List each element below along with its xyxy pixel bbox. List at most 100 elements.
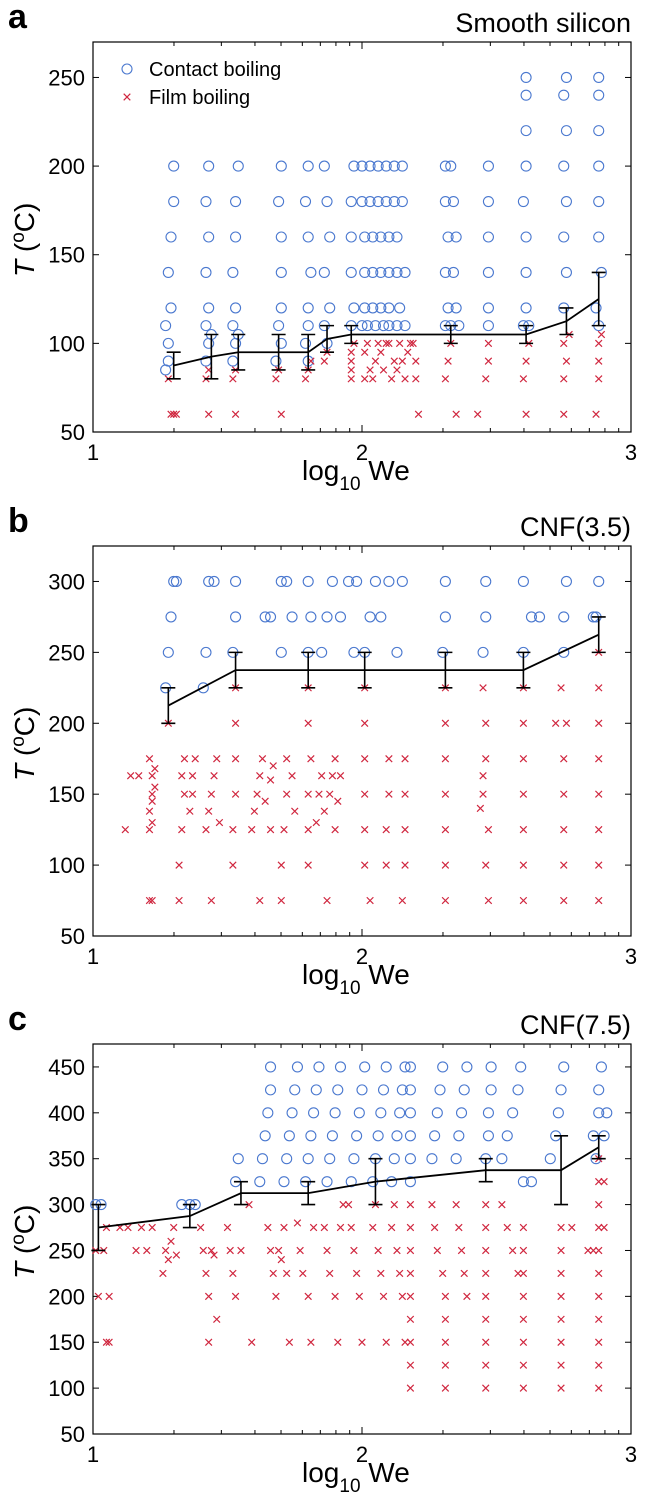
contact-boiling-point <box>264 1084 277 1096</box>
film-boiling-point <box>274 1246 283 1255</box>
contact-boiling-point <box>593 575 605 588</box>
film-boiling-point <box>250 807 259 815</box>
error-bar <box>301 333 316 371</box>
contact-boiling-point <box>359 302 371 314</box>
film-boiling-point <box>519 1269 528 1278</box>
film-boiling-point <box>247 1338 256 1346</box>
contact-boiling-point <box>396 1084 408 1096</box>
film-boiling-point <box>589 1246 598 1255</box>
contact-boiling-point <box>227 320 239 332</box>
film-boiling-point <box>401 1338 409 1346</box>
contact-boiling-point <box>316 646 328 658</box>
contact-boiling-point <box>439 575 451 588</box>
film-boiling-point <box>307 1338 315 1346</box>
contact-boiling-point <box>377 1084 390 1096</box>
contact-boiling-point <box>450 302 462 314</box>
film-boiling-point <box>288 772 296 780</box>
film-boiling-point <box>452 410 460 418</box>
contact-boiling-point <box>299 195 312 208</box>
contact-boiling-point <box>380 1061 392 1073</box>
film-boiling-point <box>347 366 355 374</box>
y-tick-label: 150 <box>48 1330 85 1355</box>
film-boiling-point <box>105 1292 113 1301</box>
error-bar <box>516 651 531 689</box>
contact-boiling-point <box>310 1084 322 1096</box>
film-boiling-point <box>508 1246 517 1255</box>
film-boiling-point <box>358 1338 366 1346</box>
film-boiling-point <box>393 366 401 374</box>
film-boiling-point <box>315 790 323 798</box>
contact-boiling-point <box>396 575 408 588</box>
film-boiling-point <box>237 1246 245 1255</box>
film-boiling-point <box>360 825 369 834</box>
film-boiling-point <box>320 357 329 365</box>
film-boiling-point <box>482 1384 490 1392</box>
film-boiling-point <box>594 1338 603 1346</box>
film-boiling-point <box>441 1338 450 1346</box>
y-tick-label: 50 <box>61 924 85 949</box>
film-boiling-point <box>312 818 320 827</box>
film-boiling-point <box>105 1338 113 1346</box>
film-boiling-point <box>102 1223 111 1232</box>
contact-boiling-point <box>396 160 408 172</box>
film-boiling-point <box>594 684 603 692</box>
error-bar <box>182 1203 197 1229</box>
contact-boiling-point <box>383 302 395 314</box>
film-boiling-point <box>406 1246 415 1255</box>
film-boiling-point <box>438 1269 447 1278</box>
film-boiling-point <box>293 1219 302 1227</box>
contact-boiling-point <box>558 231 570 243</box>
film-boiling-point <box>519 719 528 727</box>
film-boiling-point <box>280 825 288 834</box>
y-label-open: ( <box>9 1244 40 1262</box>
contact-boiling-point <box>345 231 357 243</box>
contact-boiling-point <box>170 575 182 588</box>
contact-boiling-point <box>165 302 177 314</box>
y-tick-label: 250 <box>48 65 85 90</box>
film-boiling-point <box>503 1223 511 1232</box>
film-boiling-point <box>441 861 450 869</box>
contact-boiling-point <box>372 1130 384 1142</box>
film-boiling-point <box>231 719 240 727</box>
film-boiling-point <box>519 1292 528 1301</box>
error-bar <box>478 1157 493 1183</box>
film-boiling-point <box>482 1200 490 1209</box>
film-boiling-point <box>207 790 216 798</box>
film-boiling-point <box>126 772 135 780</box>
contact-boiling-point <box>160 320 172 332</box>
contact-boiling-point <box>232 160 244 172</box>
film-boiling-point <box>594 719 603 727</box>
contact-boiling-point <box>332 1084 344 1096</box>
film-boiling-point <box>406 1223 415 1232</box>
contact-boiling-point <box>356 160 368 172</box>
film-boiling-point <box>366 366 374 374</box>
error-bar <box>443 324 458 345</box>
film-boiling-point <box>401 825 409 834</box>
film-boiling-point <box>196 1223 205 1232</box>
film-boiling-point <box>379 366 388 374</box>
contact-boiling-point <box>482 195 494 208</box>
x-tick-label: 3 <box>625 944 637 969</box>
film-boiling-point <box>299 1269 307 1278</box>
contact-boiling-point <box>399 320 411 332</box>
contact-boiling-point <box>356 195 368 208</box>
film-boiling-point <box>347 1223 355 1232</box>
film-boiling-point <box>479 772 487 780</box>
contact-boiling-point <box>326 1130 338 1142</box>
film-boiling-point <box>210 1251 218 1259</box>
contact-boiling-point <box>593 231 605 243</box>
contact-boiling-point <box>203 231 215 243</box>
error-bar <box>301 1180 316 1206</box>
contact-boiling-point <box>375 231 387 243</box>
film-boiling-point <box>557 1361 565 1369</box>
contact-boiling-point <box>273 195 285 208</box>
film-boiling-point <box>320 1223 329 1232</box>
film-boiling-point <box>121 825 130 834</box>
contact-boiling-point <box>520 160 532 172</box>
y-label-sup: o <box>8 1234 29 1245</box>
x-label-base: log <box>302 1457 339 1488</box>
film-boiling-point <box>473 410 482 418</box>
contact-boiling-point <box>259 611 271 623</box>
film-boiling-point <box>213 1315 221 1324</box>
film-boiling-point <box>557 1315 565 1324</box>
